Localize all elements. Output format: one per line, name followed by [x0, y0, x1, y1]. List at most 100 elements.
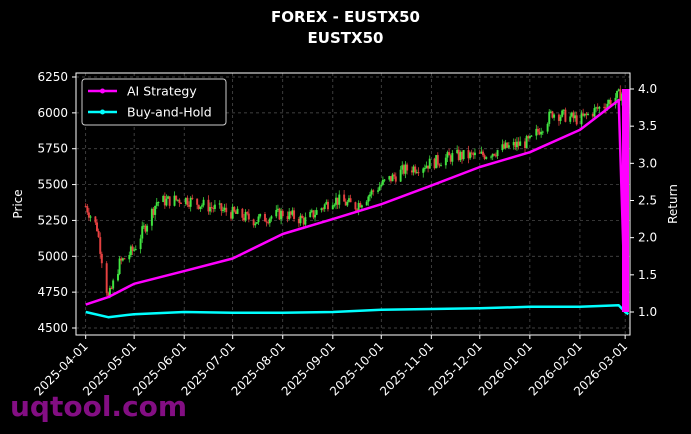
candle-body — [422, 168, 425, 173]
candle-body — [451, 153, 454, 162]
candle-body — [191, 197, 194, 199]
candle-body — [444, 157, 447, 166]
candle-body — [360, 205, 363, 208]
y-tick-label-right: 2.5 — [638, 194, 657, 208]
candle-body — [344, 201, 347, 206]
y-tick-label-right: 3.5 — [638, 119, 657, 133]
chart-title-line2: EUSTX50 — [307, 29, 384, 47]
candle-body — [268, 218, 271, 224]
candle-body — [197, 204, 200, 209]
candle-body — [359, 202, 362, 208]
candle-body — [389, 176, 392, 182]
y-tick-label-right: 1.5 — [638, 268, 657, 282]
candle-body — [512, 142, 515, 146]
candle-body — [196, 198, 199, 205]
candle-body — [381, 179, 384, 185]
candle-body — [394, 176, 397, 182]
candle-body — [163, 195, 166, 206]
candle-body — [221, 209, 224, 211]
candle-body — [425, 165, 428, 169]
candle-body — [286, 216, 289, 220]
candle-body — [575, 115, 578, 125]
candle-body — [380, 184, 383, 187]
candle-body — [448, 152, 451, 156]
candle-body — [304, 217, 307, 225]
candle-body — [485, 157, 488, 159]
y-tick-label-left: 6250 — [37, 70, 68, 84]
candle-body — [112, 280, 115, 289]
candle-body — [473, 152, 476, 156]
candle-body — [401, 165, 404, 170]
candle-body — [620, 93, 623, 101]
candle-body — [199, 206, 202, 209]
y-tick-label-left: 5250 — [37, 213, 68, 227]
candle-body — [252, 219, 255, 226]
candle-body — [254, 223, 257, 226]
candle-body — [593, 108, 596, 117]
candle-body — [616, 90, 619, 98]
candle-body — [482, 151, 485, 156]
candle-body — [200, 205, 203, 207]
y-tick-label-right: 3.0 — [638, 156, 657, 170]
candle-body — [462, 150, 465, 160]
candle-body — [86, 206, 89, 213]
candle-body — [223, 207, 226, 210]
candle-body — [483, 155, 486, 159]
candle-body — [139, 238, 142, 250]
candle-body — [247, 213, 250, 220]
candle-body — [383, 179, 386, 181]
candle-body — [241, 208, 244, 218]
candle-body — [131, 246, 134, 251]
candle-body — [87, 212, 90, 218]
candle-body — [399, 169, 402, 182]
candle-body — [154, 205, 157, 215]
candle-body — [336, 197, 339, 205]
candle-body — [496, 150, 499, 156]
candle-body — [525, 136, 528, 149]
candle-body — [438, 164, 441, 166]
candle-body — [134, 249, 137, 251]
candle-body — [580, 113, 583, 125]
candle-body — [293, 210, 296, 219]
candle-body — [569, 116, 572, 122]
candle-body — [84, 206, 87, 208]
candle-body — [116, 274, 119, 281]
candle-body — [370, 190, 373, 195]
candle-body — [427, 165, 430, 169]
y-tick-label-left: 6000 — [37, 106, 68, 120]
candle-body — [202, 199, 205, 206]
candle-body — [519, 141, 522, 146]
candle-body — [99, 237, 102, 254]
candle-body — [146, 225, 149, 232]
candle-body — [175, 195, 178, 200]
candle-body — [585, 113, 588, 115]
candle-body — [129, 246, 132, 256]
candle-body — [564, 109, 567, 122]
candle-body — [530, 135, 533, 137]
candle-body — [367, 196, 370, 202]
candle-body — [504, 142, 507, 149]
y-axis-label-left: Price — [11, 189, 25, 218]
candle-body — [128, 255, 131, 260]
y-tick-label-left: 5750 — [37, 142, 68, 156]
candle-body — [278, 208, 281, 220]
candle-body — [517, 141, 520, 146]
ai-strategy-final-spike — [622, 89, 629, 312]
candle-body — [490, 156, 493, 158]
y-tick-label-left: 5500 — [37, 178, 68, 192]
candle-body — [231, 206, 234, 219]
candle-body — [335, 197, 338, 205]
candle-body — [378, 186, 381, 191]
candle-body — [582, 113, 585, 116]
candle-body — [142, 225, 145, 227]
candle-body — [310, 210, 313, 212]
candle-body — [608, 100, 611, 104]
candle-body — [423, 168, 426, 170]
candle-body — [263, 213, 266, 222]
candle-body — [212, 207, 215, 209]
candle-body — [233, 206, 236, 212]
candle-body — [133, 249, 136, 251]
candle-body — [257, 216, 260, 223]
candle-body — [150, 208, 153, 226]
